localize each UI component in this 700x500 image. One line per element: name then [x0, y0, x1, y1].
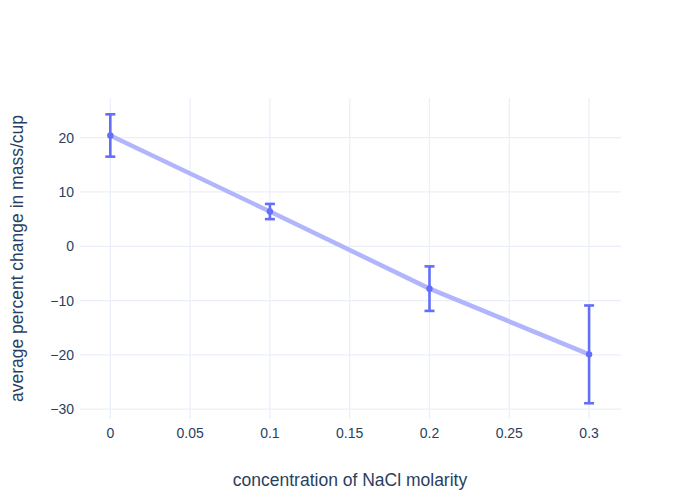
- x-tick-label: 0.25: [496, 425, 523, 441]
- data-point-marker[interactable]: [107, 132, 113, 138]
- tick-labels-layer: 0 0.05 0.1 0.15 0.2 0.25 0.3 −30 −20 −10 0 10 20: [50, 130, 599, 441]
- x-tick-label: 0.1: [260, 425, 280, 441]
- line-chart-canvas[interactable]: 0 0.05 0.1 0.15 0.2 0.25 0.3 −30 −20 −10 0 10 20 con…: [0, 0, 700, 500]
- x-tick-label: 0.3: [579, 425, 599, 441]
- y-tick-label: −30: [50, 401, 74, 417]
- grid-layer: [80, 98, 621, 419]
- data-point-marker[interactable]: [267, 208, 273, 214]
- x-tick-label: 0.15: [336, 425, 363, 441]
- y-tick-label: 10: [58, 184, 74, 200]
- y-tick-label: 0: [66, 238, 74, 254]
- chart-figure: 0 0.05 0.1 0.15 0.2 0.25 0.3 −30 −20 −10 0 10 20 con…: [0, 0, 700, 500]
- x-tick-label: 0.2: [420, 425, 440, 441]
- x-tick-label: 0.05: [176, 425, 203, 441]
- y-tick-label: 20: [58, 130, 74, 146]
- y-axis-title: average percent change in mass/cup: [7, 115, 27, 402]
- x-axis-title: concentration of NaCl molarity: [233, 470, 468, 490]
- data-point-marker[interactable]: [586, 351, 592, 357]
- y-tick-label: −20: [50, 347, 74, 363]
- y-tick-label: −10: [50, 293, 74, 309]
- data-point-marker[interactable]: [426, 285, 432, 291]
- x-tick-label: 0: [106, 425, 114, 441]
